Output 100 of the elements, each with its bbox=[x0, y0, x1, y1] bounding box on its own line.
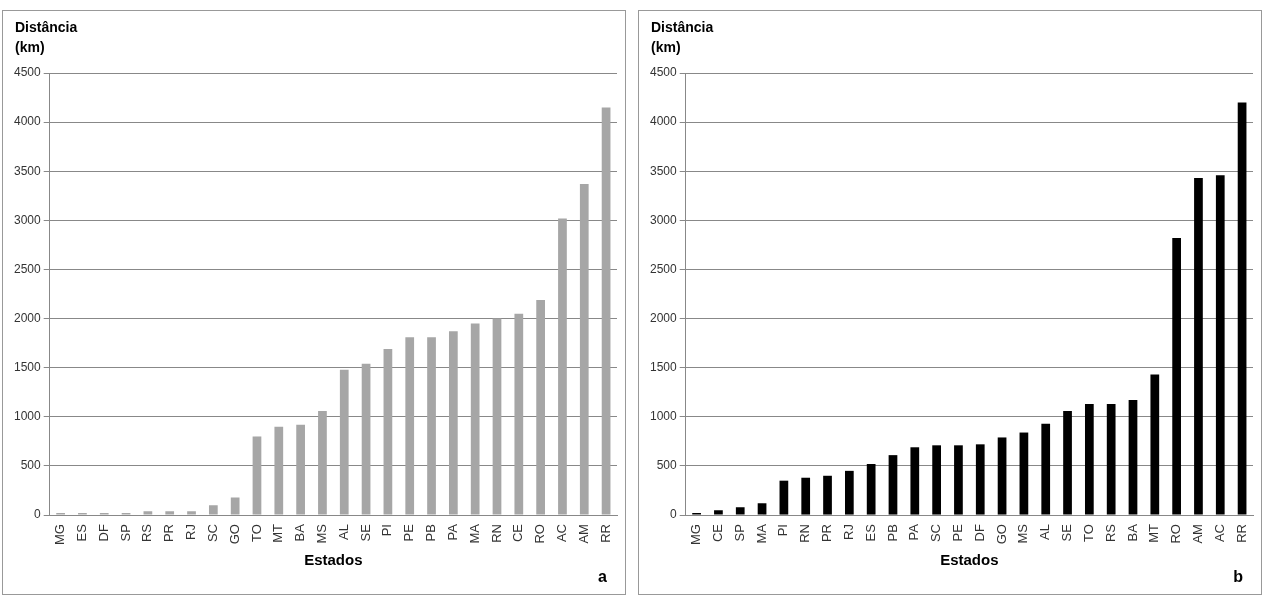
bar bbox=[1215, 175, 1225, 515]
bar bbox=[143, 511, 153, 515]
bar bbox=[514, 313, 524, 515]
x-tick-label: RO bbox=[1168, 524, 1184, 544]
x-tick-label: SC bbox=[928, 524, 944, 543]
bar bbox=[888, 455, 898, 515]
x-tick-label: PA bbox=[906, 523, 922, 541]
x-tick-label: BA bbox=[1124, 523, 1140, 542]
bar bbox=[714, 510, 723, 515]
bar bbox=[601, 107, 611, 515]
x-tick-label: CE bbox=[710, 523, 725, 543]
bar bbox=[1063, 410, 1072, 515]
x-tick-label: RJ bbox=[840, 524, 856, 540]
x-tick-label: SP bbox=[117, 524, 133, 542]
x-tick-label: PR bbox=[161, 524, 177, 543]
x-tick-label: AC bbox=[554, 524, 570, 543]
bar bbox=[866, 463, 876, 515]
x-tick-label: SE bbox=[357, 523, 373, 542]
x-tick-label: PB bbox=[884, 524, 900, 542]
bar bbox=[1150, 374, 1160, 515]
x-tick-label: PI bbox=[775, 524, 791, 537]
bar bbox=[757, 503, 767, 515]
y-tick-label: 500 bbox=[20, 458, 42, 473]
x-tick-label: MT bbox=[1146, 524, 1162, 543]
y-tick-label: 4000 bbox=[649, 114, 678, 129]
bar bbox=[492, 318, 502, 515]
bar bbox=[339, 369, 349, 515]
y-tick-label: 3500 bbox=[13, 163, 42, 178]
bar bbox=[448, 331, 458, 515]
x-tick-label: AL bbox=[335, 524, 351, 540]
bar bbox=[1194, 178, 1203, 515]
y-tick-label: 1000 bbox=[13, 409, 42, 424]
x-tick-label: TO bbox=[248, 524, 264, 542]
bar bbox=[405, 337, 415, 515]
x-tick-label: SP bbox=[731, 524, 747, 542]
bar bbox=[296, 424, 305, 515]
x-tick-label: PE bbox=[401, 523, 417, 542]
x-tick-label: PB bbox=[423, 524, 439, 542]
x-tick-label: RS bbox=[139, 523, 155, 543]
x-tick-label: MS bbox=[314, 523, 330, 544]
x-axis-title: Estados bbox=[304, 551, 363, 569]
bar bbox=[997, 437, 1007, 515]
bar bbox=[1084, 404, 1094, 515]
y-tick-label: 0 bbox=[670, 507, 678, 522]
x-tick-label: RN bbox=[797, 524, 813, 543]
y-tick-label: 4500 bbox=[13, 65, 42, 80]
x-tick-label: PI bbox=[379, 524, 395, 537]
x-tick-label: DF bbox=[971, 524, 987, 542]
bar bbox=[318, 410, 327, 515]
y-tick-label: 0 bbox=[34, 507, 42, 522]
bar bbox=[1019, 432, 1029, 515]
x-tick-label: ES bbox=[862, 523, 878, 542]
y-tick-label: 2000 bbox=[13, 310, 42, 325]
bar bbox=[558, 218, 567, 515]
y-tick-label: 1500 bbox=[649, 360, 678, 375]
bar bbox=[1106, 404, 1116, 515]
bar bbox=[470, 323, 480, 515]
x-tick-label: AL bbox=[1037, 524, 1053, 540]
bar bbox=[274, 426, 284, 515]
x-tick-label: RJ bbox=[183, 524, 199, 540]
bar bbox=[579, 184, 589, 515]
bar bbox=[801, 477, 811, 515]
y-tick-label: 2500 bbox=[649, 261, 678, 276]
x-tick-label: SC bbox=[204, 524, 220, 543]
y-tick-label: 1500 bbox=[13, 360, 42, 375]
y-tick-label: 500 bbox=[656, 458, 678, 473]
bar bbox=[187, 511, 196, 515]
x-tick-label: BA bbox=[292, 523, 308, 542]
bar bbox=[932, 445, 941, 515]
x-tick-label: TO bbox=[1080, 524, 1096, 542]
bar bbox=[230, 497, 240, 515]
x-tick-label: RN bbox=[488, 524, 504, 543]
y-tick-label: 3000 bbox=[13, 212, 42, 227]
x-tick-label: DF bbox=[95, 524, 111, 542]
y-tick-label: 3500 bbox=[649, 163, 678, 178]
bar bbox=[954, 445, 963, 515]
y-tick-label: 2500 bbox=[13, 261, 42, 276]
y-tick-label: 1000 bbox=[649, 409, 678, 424]
bar bbox=[823, 475, 832, 515]
y-axis-title: Distância (km) bbox=[651, 18, 715, 57]
x-tick-label: MS bbox=[1015, 523, 1031, 544]
bar bbox=[844, 470, 854, 515]
x-tick-label: RR bbox=[597, 524, 613, 543]
bar bbox=[252, 436, 262, 515]
x-tick-label: MT bbox=[270, 524, 286, 543]
x-tick-label: AM bbox=[1190, 524, 1206, 544]
bar bbox=[208, 505, 218, 515]
bar bbox=[1172, 238, 1181, 515]
bar bbox=[165, 511, 175, 515]
x-tick-label: MG bbox=[52, 524, 68, 546]
x-axis-title: Estados bbox=[940, 551, 999, 569]
text: a bbox=[598, 568, 607, 586]
bar bbox=[427, 337, 436, 515]
bar bbox=[536, 299, 545, 515]
x-tick-label: CE bbox=[510, 523, 526, 543]
x-tick-label: PA bbox=[444, 523, 460, 541]
y-tick-label: 4500 bbox=[649, 65, 678, 80]
x-tick-label: PR bbox=[819, 524, 835, 543]
x-tick-label: GO bbox=[993, 524, 1009, 545]
bar bbox=[361, 363, 371, 515]
